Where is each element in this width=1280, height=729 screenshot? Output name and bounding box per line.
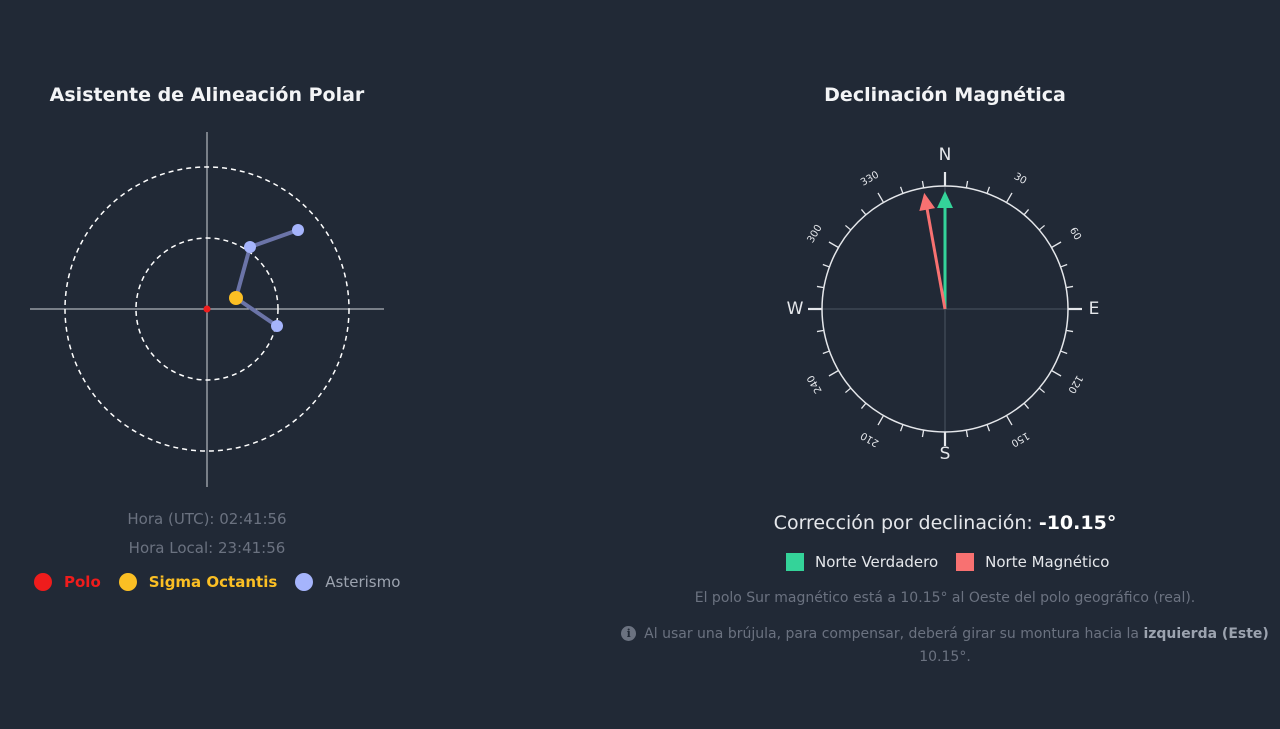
compass-tick — [828, 369, 839, 377]
degree-label: 150 — [1009, 429, 1031, 448]
compass-tick — [844, 387, 852, 394]
compass-tick — [1023, 208, 1030, 216]
compass-tick — [860, 402, 867, 410]
asterism-star — [292, 224, 304, 236]
legend-item-sigma-octantis: Sigma Octantis — [118, 573, 278, 591]
degree-label: 60 — [1067, 226, 1083, 243]
outer-dashed-ring — [64, 166, 350, 452]
declination-legend: Norte Verdadero Norte Magnético — [786, 553, 1127, 571]
legend-label-magnetic-north: Norte Magnético — [985, 553, 1110, 571]
legend-label-true-north: Norte Verdadero — [815, 553, 939, 571]
compass-tick — [1005, 415, 1013, 426]
asterism-lines — [234, 228, 299, 328]
true-north-arrow — [937, 191, 953, 309]
utc-time: Hora (UTC): 02:41:56 — [127, 510, 287, 528]
cardinal-west: W — [787, 299, 804, 319]
degree-label: 30 — [1012, 171, 1029, 187]
legend-item-pole: Polo — [34, 573, 101, 591]
sigma-octantis-marker — [229, 291, 243, 305]
compass-tick — [965, 180, 969, 188]
legend-label-sigma-octantis: Sigma Octantis — [148, 573, 278, 591]
inner-dashed-ring — [135, 237, 279, 381]
degree-label: 240 — [806, 373, 825, 395]
pole-swatch — [34, 573, 52, 591]
degree-label: 300 — [806, 223, 825, 245]
compass-tick — [899, 186, 904, 194]
instruction-suffix: 10.15°. — [919, 649, 971, 665]
compass-instruction: i Al usar una brújula, para compensar, de… — [610, 623, 1280, 669]
degree-label: 210 — [859, 429, 881, 448]
cardinal-south: S — [940, 444, 951, 464]
legend-item-magnetic-north: Norte Magnético — [956, 553, 1109, 571]
compass-tick — [1066, 329, 1074, 333]
cardinal-north: N — [939, 145, 952, 165]
sigma-octantis-swatch — [118, 573, 137, 591]
compass-tick — [1051, 369, 1062, 377]
polar-legend: Polo Sigma Octantis Asterismo — [34, 573, 418, 591]
compass-tick — [828, 241, 839, 249]
legend-item-true-north: Norte Verdadero — [786, 553, 938, 571]
instruction-direction: izquierda (Este) — [1143, 626, 1269, 642]
compass-tick — [1005, 192, 1013, 203]
magnetic-north-swatch — [956, 553, 975, 571]
asterism-swatch — [295, 573, 314, 591]
compass-tick — [844, 224, 852, 231]
asterism-star — [271, 320, 283, 332]
polar-alignment-title: Asistente de Alineación Polar — [49, 84, 365, 106]
compass-tick — [986, 186, 991, 194]
legend-label-pole: Polo — [64, 573, 101, 591]
compass-tick — [816, 285, 824, 289]
compass-tick — [860, 208, 867, 216]
magnetic-declination-title: Declinación Magnética — [824, 84, 1066, 106]
compass-tick — [1023, 402, 1030, 410]
compass-tick — [1060, 263, 1068, 268]
correction-label: Corrección por declinación: — [773, 512, 1033, 534]
compass-ticks — [808, 172, 1082, 446]
compass-tick — [1038, 224, 1046, 231]
compass-tick — [921, 430, 925, 438]
compass-tick — [1060, 350, 1068, 355]
pole-marker — [203, 305, 211, 313]
compass-tick — [965, 430, 969, 438]
compass-tick — [1038, 387, 1046, 394]
true-north-swatch — [786, 553, 804, 571]
compass-tick — [899, 424, 904, 432]
compass-tick — [816, 329, 824, 333]
degree-label: 120 — [1065, 373, 1084, 395]
declination-correction: Corrección por declinación: -10.15° — [700, 512, 1190, 534]
cardinal-east: E — [1089, 299, 1100, 319]
declination-note: El polo Sur magnético está a 10.15° al O… — [694, 590, 1196, 606]
compass-tick — [822, 263, 830, 268]
compass-tick — [986, 424, 991, 432]
compass-tick — [877, 192, 885, 203]
compass-tick — [1066, 285, 1074, 289]
degree-label: 330 — [859, 170, 881, 189]
instruction-prefix: Al usar una brújula, para compensar, deb… — [644, 626, 1139, 642]
compass-tick — [822, 350, 830, 355]
compass-tick — [1051, 241, 1062, 249]
legend-label-asterism: Asterismo — [325, 573, 401, 591]
compass-tick — [877, 415, 885, 426]
magnetic-north-arrow — [919, 192, 947, 310]
correction-value: -10.15° — [1038, 512, 1117, 534]
compass-tick — [921, 180, 925, 188]
local-time: Hora Local: 23:41:56 — [128, 539, 286, 557]
asterism-star — [244, 241, 256, 253]
info-circle-icon: i — [621, 626, 637, 641]
legend-item-asterism: Asterismo — [295, 573, 400, 591]
